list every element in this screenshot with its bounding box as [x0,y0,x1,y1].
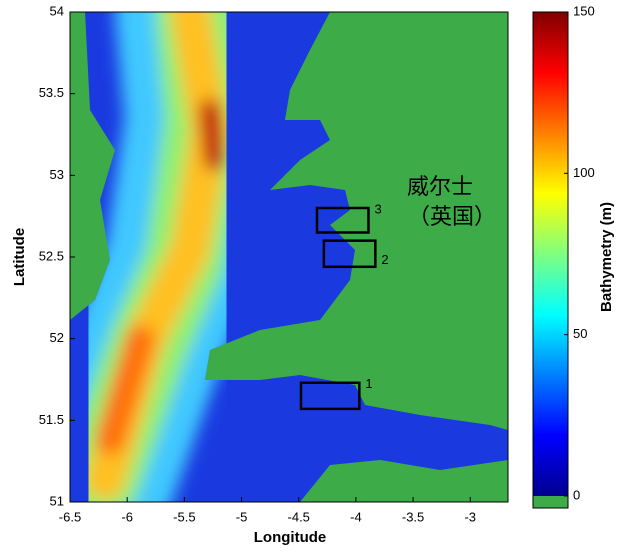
map [69,11,509,503]
y-tick-label: 53 [50,167,64,182]
box-label: 2 [381,252,388,267]
box-label: 3 [374,201,381,216]
y-tick-label: 54 [50,3,64,18]
annotation: 威尔士 [407,175,473,200]
x-tick-label: -4.5 [288,509,310,524]
x-tick-label: -3 [464,509,476,524]
y-axis-label: Latitude [11,228,28,286]
colorbar-land [533,496,568,508]
x-tick-label: -5 [236,509,248,524]
study-box [322,239,377,269]
box-label: 1 [365,376,372,391]
y-tick-label: 52 [50,330,64,345]
x-tick-label: -6.5 [59,509,81,524]
x-tick-label: -5.5 [173,509,195,524]
x-tick-label: -3.5 [402,509,424,524]
y-tick-label: 52.5 [39,248,64,263]
y-tick-label: 51.5 [39,412,64,427]
y-tick-label: 53.5 [39,85,64,100]
colorbar-scale [533,12,568,496]
colorbar-tick-label: 0 [573,487,580,502]
colorbar-tick-label: 100 [573,165,595,180]
y-tick-label: 51 [50,493,64,508]
x-tick-label: -6 [121,509,133,524]
study-box [299,381,361,411]
x-axis-label: Longitude [254,529,326,546]
colorbar [532,11,569,509]
annotation: （英国） [408,205,496,230]
study-box [315,206,370,234]
colorbar-tick-label: 50 [573,326,587,341]
x-tick-label: -4 [350,509,362,524]
colorbar-tick-label: 150 [573,3,595,18]
colorbar-label: Bathymetry (m) [598,202,615,312]
